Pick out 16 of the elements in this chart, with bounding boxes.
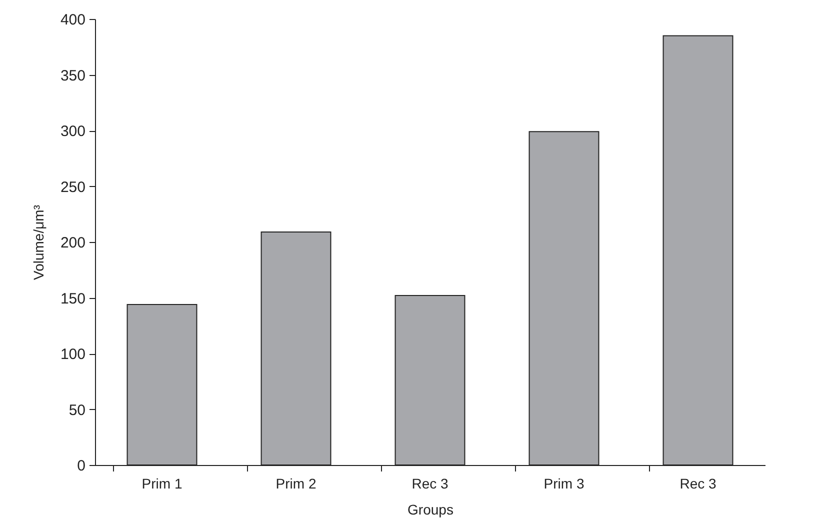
y-tick-label: 0 xyxy=(77,458,86,474)
y-axis-title: Volume/μm³ xyxy=(30,204,46,280)
y-tick-label: 300 xyxy=(60,123,86,140)
x-tick-label: Prim 3 xyxy=(544,476,584,492)
y-tick-label: 250 xyxy=(60,178,86,196)
x-axis-title: Groups xyxy=(408,502,454,518)
y-tick-label: 350 xyxy=(60,67,86,84)
x-tick-label: Rec 3 xyxy=(680,476,716,492)
y-tick-label: 200 xyxy=(60,234,86,252)
x-tick-label: Prim 1 xyxy=(142,476,182,492)
y-tick-label: 150 xyxy=(60,290,86,308)
x-tick-label: Prim 2 xyxy=(276,476,316,492)
y-tick-label: 400 xyxy=(60,12,86,28)
y-tick-label: 50 xyxy=(68,402,86,419)
y-tick-label: 100 xyxy=(60,346,86,363)
x-tick-label: Rec 3 xyxy=(412,476,448,492)
